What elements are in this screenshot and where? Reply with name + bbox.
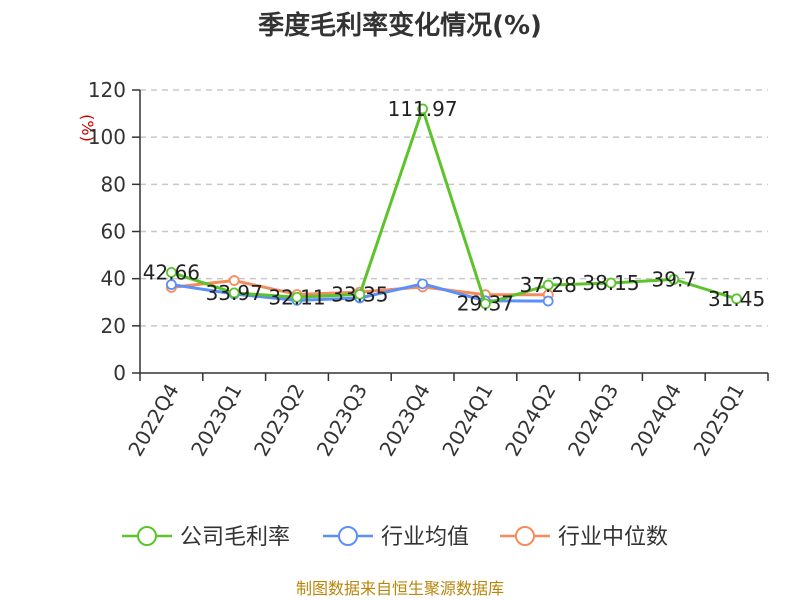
data-point xyxy=(228,287,240,299)
data-point xyxy=(165,266,177,278)
legend-marker xyxy=(137,526,157,546)
series-layer xyxy=(165,103,742,310)
y-tick-label: 120 xyxy=(88,78,126,102)
data-point xyxy=(542,295,554,307)
y-tick-label: 40 xyxy=(101,267,126,291)
data-point xyxy=(417,103,429,115)
x-tick-label: 2024Q4 xyxy=(626,380,686,461)
data-label: 33.97 xyxy=(206,281,263,305)
x-tick-label: 2023Q2 xyxy=(249,380,309,461)
x-tick-label: 2023Q3 xyxy=(312,380,372,461)
legend-label: 公司毛利率 xyxy=(180,525,290,550)
data-point xyxy=(731,293,742,305)
y-tick-label: 20 xyxy=(101,314,126,338)
legend-item[interactable]: 行业均值 xyxy=(323,525,469,550)
x-axis-ticks: 2022Q4 2023Q1 2023Q2 2023Q3 2023Q4 2024Q1 2024… xyxy=(123,373,769,461)
data-point xyxy=(542,279,554,291)
x-tick-label: 2022Q4 xyxy=(123,380,183,461)
legend-item[interactable]: 公司毛利率 xyxy=(122,525,290,550)
data-label: 29.37 xyxy=(457,292,514,316)
x-tick-label: 2024Q3 xyxy=(563,380,623,461)
data-point xyxy=(605,277,617,289)
data-label: 31.45 xyxy=(708,287,765,311)
y-tick-label: 0 xyxy=(113,361,126,385)
x-tick-label: 2024Q1 xyxy=(437,380,497,461)
legend-item[interactable]: 行业中位数 xyxy=(500,525,668,550)
legend-marker xyxy=(515,526,535,546)
data-label: 39.7 xyxy=(652,267,697,291)
x-tick-label: 2025Q1 xyxy=(688,380,748,461)
legend[interactable]: 公司毛利率 行业均值 行业中位数 xyxy=(122,525,668,550)
chart-title: 季度毛利率变化情况(%) xyxy=(258,10,542,41)
data-label: 32.11 xyxy=(268,285,325,309)
data-label: 42.66 xyxy=(143,260,200,284)
data-point xyxy=(228,275,240,286)
data-point xyxy=(291,291,303,303)
data-label: 38.15 xyxy=(582,271,639,295)
data-point xyxy=(479,298,491,310)
data-point xyxy=(668,273,680,285)
source-note: 制图数据来自恒生聚源数据库 xyxy=(296,579,504,598)
x-tick-label: 2024Q2 xyxy=(500,380,560,461)
legend-label: 行业中位数 xyxy=(558,525,668,550)
x-tick-label: 2023Q4 xyxy=(374,380,434,461)
data-label: 111.97 xyxy=(388,97,458,121)
y-tick-label: 100 xyxy=(88,125,126,149)
data-point xyxy=(417,278,429,290)
data-point xyxy=(165,279,177,290)
series-line xyxy=(170,107,738,306)
data-label: 37.28 xyxy=(520,273,577,297)
y-axis-ticks: 0 20 40 60 80 100 120 xyxy=(88,78,140,385)
x-tick-label: 2023Q1 xyxy=(186,380,246,461)
legend-label: 行业均值 xyxy=(381,525,469,550)
data-point xyxy=(354,288,366,300)
y-tick-label: 80 xyxy=(101,172,126,196)
grid-lines xyxy=(140,89,768,327)
legend-marker xyxy=(338,526,358,546)
y-tick-label: 60 xyxy=(101,220,126,244)
y-axis-unit: (%) xyxy=(78,114,97,142)
data-label: 33.35 xyxy=(331,282,388,306)
